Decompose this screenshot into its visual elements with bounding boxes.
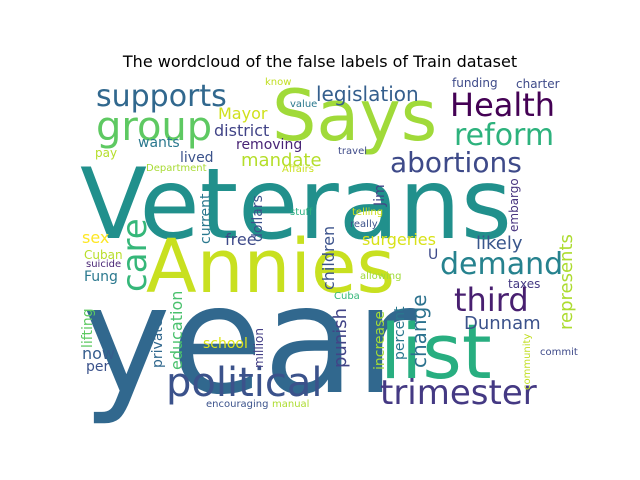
word-charter: charter <box>516 77 560 91</box>
word-wants: wants <box>138 135 180 151</box>
word-suicide: suicide <box>86 259 121 270</box>
word-commit: commit <box>540 347 578 358</box>
word-group: group <box>96 104 212 150</box>
word-per: per <box>86 359 110 375</box>
word-free: free <box>225 230 257 249</box>
word-increase: increase <box>372 311 388 370</box>
word-encouraging: encouraging <box>206 399 269 410</box>
word-school: school <box>203 336 248 352</box>
word-private: private <box>150 319 166 369</box>
word-current: current <box>198 193 214 244</box>
word-change: change <box>407 294 431 368</box>
word-lifting: lifting <box>80 308 96 348</box>
word-telling: telling <box>352 207 383 218</box>
word-pay: pay <box>95 146 117 160</box>
word-community: community <box>522 334 533 390</box>
word-removing: removing <box>236 137 302 153</box>
word-affairs: Affairs <box>282 164 314 175</box>
word-dollars: dollars <box>250 195 266 242</box>
wordcloud-title: The wordcloud of the false labels of Tra… <box>122 52 518 71</box>
word-represents: represents <box>556 234 577 330</box>
word-really: really <box>350 219 378 230</box>
word-reform: reform <box>454 118 554 153</box>
word-know: know <box>265 77 291 88</box>
word-now: now <box>82 344 115 363</box>
word-veterans: Veterans <box>80 148 512 262</box>
word-fung: Fung <box>84 269 118 285</box>
word-dunnam: Dunnam <box>464 313 541 334</box>
word-mayor: Mayor <box>218 104 268 123</box>
word-district: district <box>214 121 269 140</box>
word-allowing: allowing <box>360 271 401 282</box>
word-travel: travel <box>338 146 367 157</box>
word-cuba: Cuba <box>334 291 360 302</box>
word-percent: percent <box>392 306 408 360</box>
word-education: education <box>167 291 186 370</box>
word-mandate: mandate <box>241 150 322 171</box>
word-list: list <box>380 307 492 396</box>
word-funding: funding <box>452 76 498 90</box>
word-political: political <box>166 360 323 406</box>
word-year: year <box>82 254 417 428</box>
word-punish: punish <box>330 308 351 368</box>
word-sex: sex <box>82 228 109 247</box>
word-legislation: legislation <box>316 82 419 106</box>
word-third: third <box>454 281 529 319</box>
word-health: Health <box>450 86 555 124</box>
word-department: Department <box>146 163 207 174</box>
word-annies: Annies <box>146 224 395 310</box>
word-says: Says <box>272 75 437 157</box>
word-care: care <box>115 218 155 292</box>
word-likely: likely <box>476 233 523 254</box>
word-embargo: embargo <box>507 178 521 232</box>
word-demand: demand <box>440 247 563 282</box>
word-value: value <box>290 99 317 110</box>
word-u: U <box>428 247 438 263</box>
word-stuff: stuff <box>290 207 313 218</box>
word-cuban: Cuban <box>84 248 123 262</box>
word-manual: manual <box>272 399 309 410</box>
word-children: children <box>319 226 338 290</box>
word-million: million <box>252 328 266 368</box>
word-surgeries: surgeries <box>362 230 436 249</box>
word-abortions: abortions <box>390 146 522 179</box>
word-jim: Jim <box>372 184 388 207</box>
word-taxes: taxes <box>508 277 540 291</box>
word-trimester: trimester <box>380 373 537 413</box>
word-lived: lived <box>180 150 214 166</box>
word-supports: supports <box>96 79 227 114</box>
